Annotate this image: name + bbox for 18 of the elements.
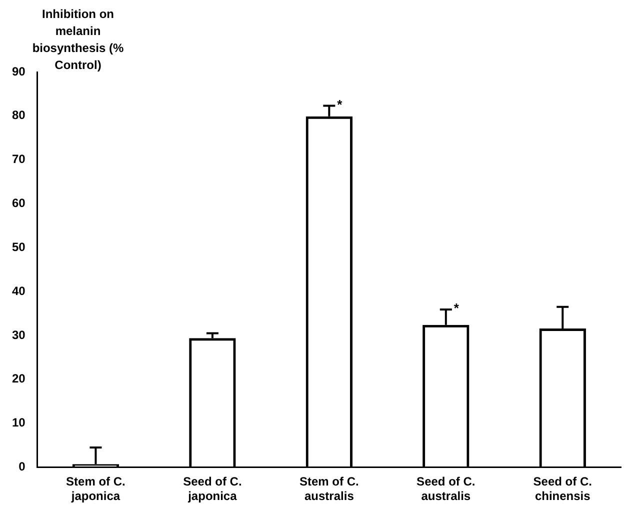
- y-tick-label: 40: [12, 284, 26, 298]
- x-tick-label: Seed of C. chinensis: [533, 474, 592, 504]
- y-tick-label: 50: [12, 240, 26, 254]
- y-axis-title: Inhibition on melanin biosynthesis (% Control): [31, 6, 125, 74]
- y-tick-label: 90: [12, 64, 26, 78]
- x-tick-label: Stem of C. japonica: [66, 474, 126, 504]
- annotation: *: [454, 300, 460, 316]
- annotation: *: [337, 96, 344, 112]
- y-tick-label: 60: [12, 196, 26, 210]
- x-tick-label: Seed of C. japonica: [183, 474, 242, 504]
- y-tick-label: 30: [12, 328, 26, 342]
- y-tick-label: 80: [12, 108, 26, 122]
- y-tick-label: 10: [12, 416, 26, 430]
- y-tick-label: 20: [12, 372, 26, 386]
- y-tick-label: 0: [18, 460, 26, 474]
- x-tick-label: Seed of C. australis: [416, 474, 476, 504]
- x-tick-label: Stem of C. australis: [300, 474, 359, 504]
- y-tick-label: 70: [12, 152, 26, 166]
